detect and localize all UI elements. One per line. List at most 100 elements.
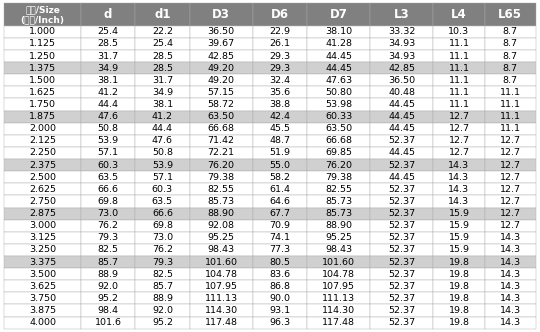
- Text: 32.4: 32.4: [269, 76, 291, 85]
- Bar: [4, 74, 80, 86]
- Bar: [80, 86, 135, 99]
- Bar: [434, 99, 484, 111]
- Bar: [484, 99, 536, 111]
- Bar: [484, 220, 536, 232]
- Bar: [307, 256, 370, 268]
- Text: 52.37: 52.37: [388, 136, 415, 145]
- Bar: [370, 171, 434, 183]
- Bar: [190, 147, 253, 159]
- Bar: [370, 62, 434, 74]
- Bar: [434, 123, 484, 135]
- Bar: [307, 3, 370, 26]
- Text: 98.43: 98.43: [325, 245, 352, 254]
- Bar: [80, 268, 135, 280]
- Bar: [434, 292, 484, 304]
- Text: 73.0: 73.0: [152, 233, 173, 242]
- Text: L65: L65: [498, 8, 522, 21]
- Text: 60.33: 60.33: [325, 112, 353, 121]
- Text: 14.3: 14.3: [500, 282, 521, 291]
- Text: 8.7: 8.7: [503, 40, 518, 48]
- Bar: [135, 244, 190, 256]
- Text: 14.3: 14.3: [448, 197, 469, 206]
- Text: 49.20: 49.20: [208, 76, 235, 85]
- Text: 50.8: 50.8: [152, 148, 173, 157]
- Bar: [484, 256, 536, 268]
- Text: 11.1: 11.1: [500, 88, 521, 97]
- Text: 52.37: 52.37: [388, 197, 415, 206]
- Text: 79.3: 79.3: [97, 233, 118, 242]
- Text: 11.1: 11.1: [448, 64, 469, 73]
- Bar: [307, 208, 370, 220]
- Bar: [135, 196, 190, 208]
- Text: 76.2: 76.2: [152, 245, 173, 254]
- Bar: [190, 292, 253, 304]
- Text: 95.2: 95.2: [152, 318, 173, 327]
- Bar: [135, 268, 190, 280]
- Text: 111.13: 111.13: [322, 294, 355, 303]
- Text: 88.90: 88.90: [208, 209, 235, 218]
- Text: 31.7: 31.7: [152, 76, 173, 85]
- Text: 104.78: 104.78: [322, 270, 355, 279]
- Text: 111.13: 111.13: [205, 294, 238, 303]
- Bar: [4, 86, 80, 99]
- Bar: [434, 38, 484, 50]
- Text: 12.7: 12.7: [500, 161, 521, 170]
- Text: 76.2: 76.2: [97, 221, 118, 230]
- Text: 52.37: 52.37: [388, 245, 415, 254]
- Text: 58.2: 58.2: [269, 173, 291, 182]
- Bar: [370, 74, 434, 86]
- Bar: [370, 3, 434, 26]
- Text: 4.000: 4.000: [29, 318, 56, 327]
- Bar: [370, 183, 434, 196]
- Bar: [307, 292, 370, 304]
- Bar: [307, 50, 370, 62]
- Text: 25.4: 25.4: [97, 27, 118, 36]
- Bar: [434, 159, 484, 171]
- Bar: [484, 123, 536, 135]
- Bar: [434, 50, 484, 62]
- Bar: [434, 244, 484, 256]
- Bar: [4, 232, 80, 244]
- Bar: [253, 147, 307, 159]
- Text: 38.1: 38.1: [97, 76, 118, 85]
- Text: 107.95: 107.95: [205, 282, 238, 291]
- Text: 83.6: 83.6: [269, 270, 291, 279]
- Bar: [370, 196, 434, 208]
- Text: 11.1: 11.1: [500, 124, 521, 133]
- Text: 1.125: 1.125: [29, 40, 56, 48]
- Text: 12.7: 12.7: [500, 197, 521, 206]
- Bar: [370, 135, 434, 147]
- Bar: [253, 268, 307, 280]
- Bar: [434, 280, 484, 292]
- Bar: [190, 304, 253, 317]
- Text: 86.8: 86.8: [269, 282, 291, 291]
- Text: 52.37: 52.37: [388, 282, 415, 291]
- Text: 45.5: 45.5: [269, 124, 291, 133]
- Bar: [484, 111, 536, 123]
- Bar: [434, 256, 484, 268]
- Bar: [135, 135, 190, 147]
- Bar: [253, 123, 307, 135]
- Text: 3.125: 3.125: [29, 233, 56, 242]
- Text: 1.625: 1.625: [29, 88, 56, 97]
- Bar: [190, 196, 253, 208]
- Text: 8.7: 8.7: [503, 64, 518, 73]
- Bar: [190, 111, 253, 123]
- Text: 42.85: 42.85: [388, 64, 415, 73]
- Bar: [370, 208, 434, 220]
- Text: 3.625: 3.625: [29, 282, 56, 291]
- Bar: [307, 196, 370, 208]
- Bar: [80, 62, 135, 74]
- Text: 2.125: 2.125: [29, 136, 56, 145]
- Bar: [135, 111, 190, 123]
- Bar: [80, 304, 135, 317]
- Text: 60.3: 60.3: [152, 185, 173, 194]
- Text: 19.8: 19.8: [448, 294, 469, 303]
- Bar: [190, 74, 253, 86]
- Text: 51.9: 51.9: [269, 148, 291, 157]
- Text: 11.1: 11.1: [500, 112, 521, 121]
- Bar: [307, 232, 370, 244]
- Bar: [135, 220, 190, 232]
- Bar: [253, 26, 307, 38]
- Text: 44.45: 44.45: [325, 64, 352, 73]
